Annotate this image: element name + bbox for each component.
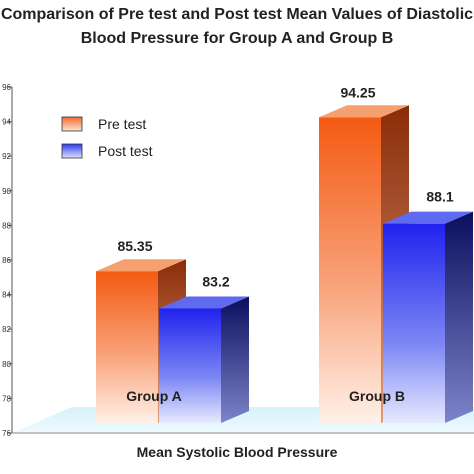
chart-title-line-1: Comparison of Pre test and Post test Mea… <box>0 6 474 23</box>
y-tick-label: 90 <box>2 187 11 196</box>
legend-swatch-post-test <box>61 143 83 159</box>
y-tick-label: 80 <box>2 360 11 369</box>
category-label: Group A <box>126 388 181 404</box>
category-label: Group B <box>349 388 405 404</box>
chart-title-line-2: Blood Pressure for Group A and Group B <box>80 30 394 47</box>
y-tick-label: 82 <box>2 325 11 334</box>
bar-top-pre-test-1 <box>319 105 409 118</box>
y-tick-label: 78 <box>2 394 11 403</box>
data-label: 94.25 <box>340 84 375 100</box>
bar-top-post-test-0 <box>159 296 249 309</box>
bar-top-post-test-1 <box>383 211 473 224</box>
bar-post-test-1 <box>383 223 445 423</box>
bar-top-pre-test-0 <box>96 259 186 272</box>
y-tick-label: 84 <box>2 291 11 300</box>
data-label: 83.2 <box>202 273 229 289</box>
bar-pre-test-0 <box>96 271 158 423</box>
bar-side-post-test-0 <box>221 296 249 423</box>
y-tick-label: 88 <box>2 221 11 230</box>
y-tick-label: 86 <box>2 256 11 265</box>
data-label: 88.1 <box>426 189 453 205</box>
bar-post-test-0 <box>159 308 221 423</box>
x-axis-label: Mean Systolic Blood Pressure <box>136 444 338 460</box>
bar-side-post-test-1 <box>445 211 473 423</box>
bar-pre-test-1 <box>319 117 381 424</box>
data-label: 85.35 <box>117 238 152 254</box>
y-tick-label: 92 <box>2 152 11 161</box>
y-tick-label: 76 <box>2 429 11 438</box>
legend-label: Post test <box>98 143 153 159</box>
legend-label: Pre test <box>98 116 146 132</box>
y-tick-label: 94 <box>2 118 11 127</box>
y-tick-label: 96 <box>2 83 11 92</box>
legend-swatch-pre-test <box>61 116 83 132</box>
